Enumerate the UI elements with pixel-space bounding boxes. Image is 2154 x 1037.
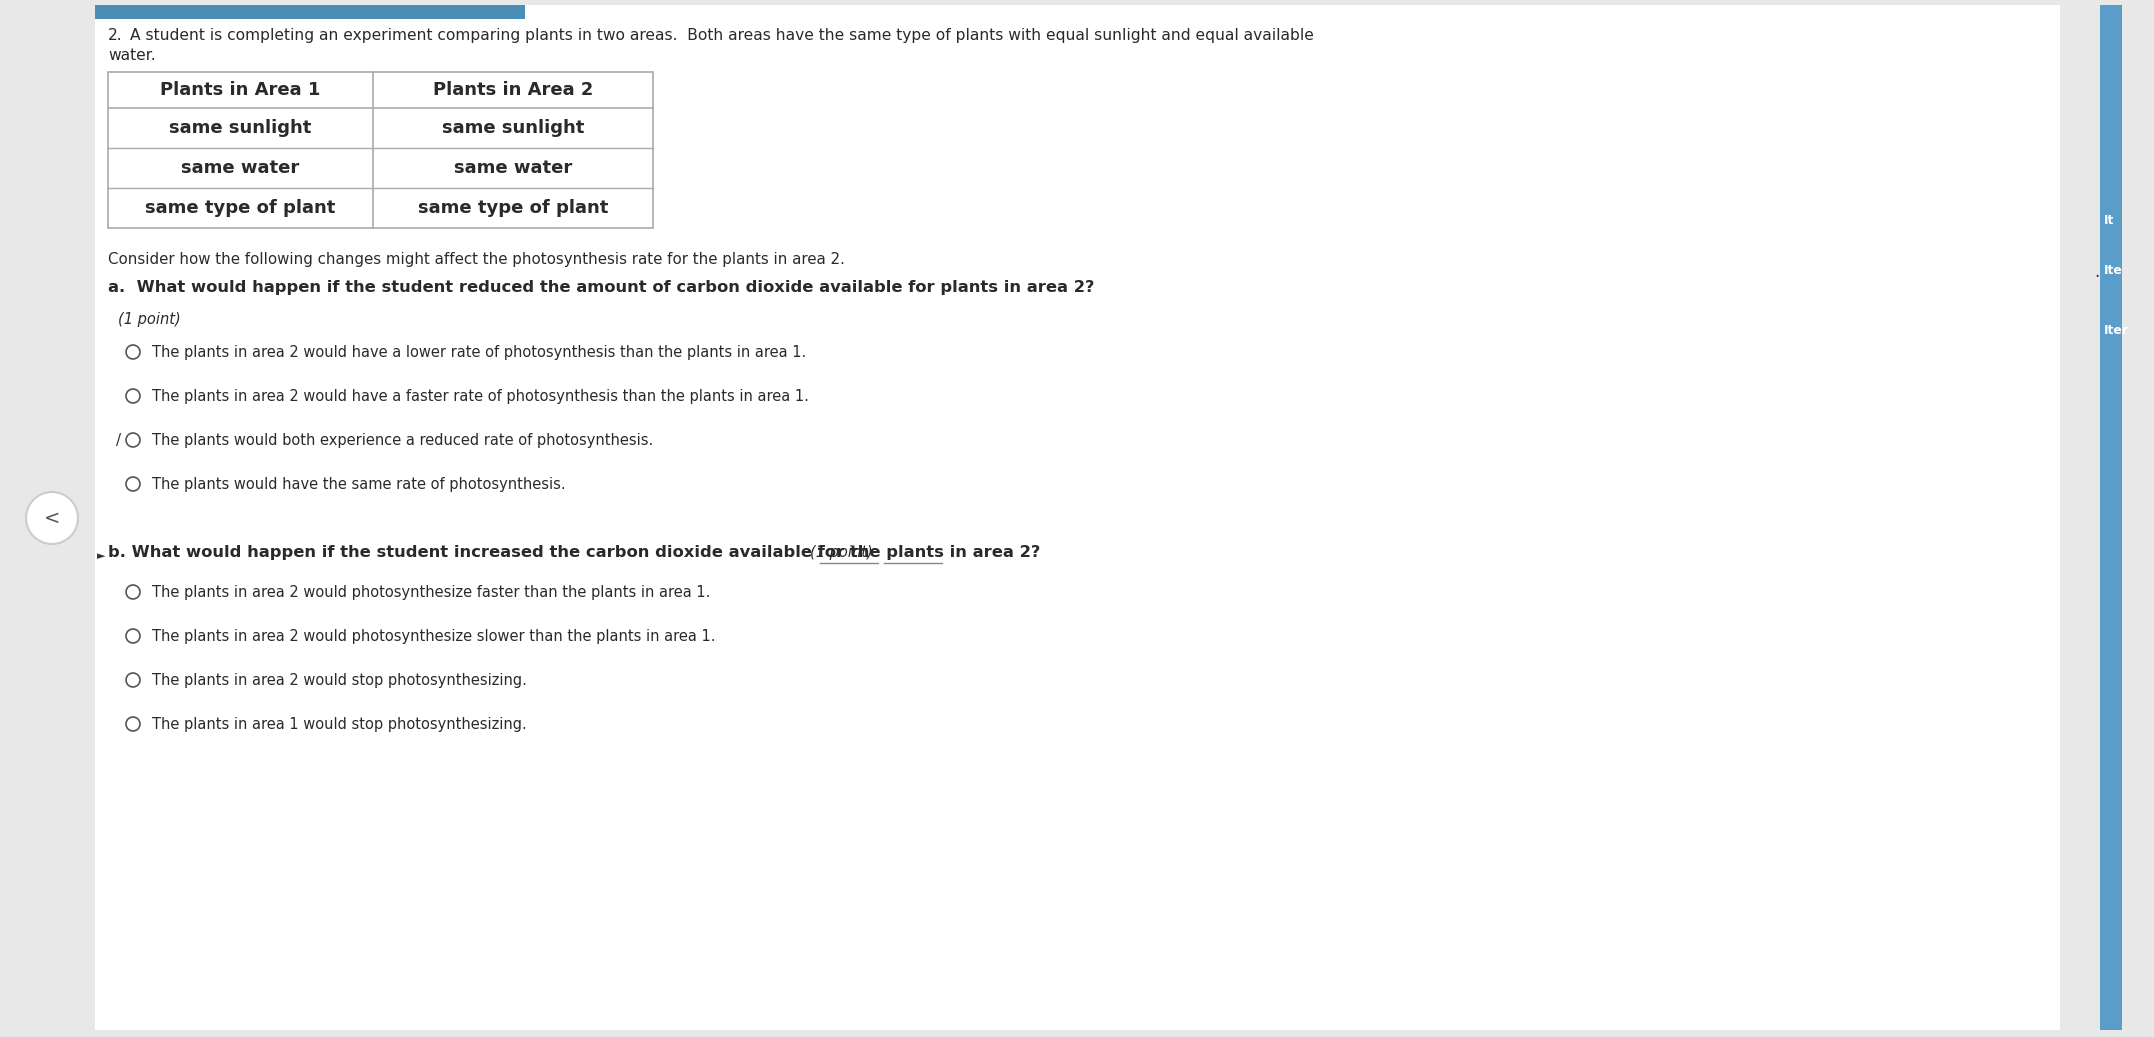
FancyBboxPatch shape	[95, 5, 526, 19]
FancyBboxPatch shape	[2100, 5, 2122, 1030]
Text: Ite: Ite	[2104, 263, 2124, 277]
Text: The plants in area 2 would photosynthesize faster than the plants in area 1.: The plants in area 2 would photosynthesi…	[153, 585, 711, 599]
Text: same type of plant: same type of plant	[144, 199, 336, 217]
Text: ►: ►	[97, 551, 106, 561]
Circle shape	[125, 477, 140, 491]
Text: /: /	[116, 432, 121, 448]
Text: same type of plant: same type of plant	[418, 199, 607, 217]
Text: same water: same water	[181, 159, 299, 177]
Text: (1 point): (1 point)	[118, 312, 181, 327]
Text: The plants would have the same rate of photosynthesis.: The plants would have the same rate of p…	[153, 476, 567, 492]
Circle shape	[125, 389, 140, 403]
Circle shape	[26, 492, 78, 544]
Text: Iter: Iter	[2104, 324, 2128, 336]
FancyBboxPatch shape	[108, 72, 653, 228]
Text: water.: water.	[108, 48, 155, 63]
Text: b. What would happen if the student increased the carbon dioxide available for t: b. What would happen if the student incr…	[108, 545, 1040, 560]
Text: Consider how the following changes might affect the photosynthesis rate for the : Consider how the following changes might…	[108, 252, 844, 267]
Text: (1 point): (1 point)	[810, 545, 872, 560]
Text: Plants in Area 1: Plants in Area 1	[159, 81, 321, 99]
Text: The plants in area 2 would have a faster rate of photosynthesis than the plants : The plants in area 2 would have a faster…	[153, 389, 810, 403]
Text: The plants would both experience a reduced rate of photosynthesis.: The plants would both experience a reduc…	[153, 432, 653, 448]
Text: It: It	[2104, 214, 2115, 226]
Circle shape	[125, 673, 140, 686]
FancyBboxPatch shape	[95, 5, 2059, 1030]
Text: same sunlight: same sunlight	[442, 119, 584, 137]
Circle shape	[125, 345, 140, 359]
Text: same sunlight: same sunlight	[170, 119, 312, 137]
Text: Plants in Area 2: Plants in Area 2	[433, 81, 592, 99]
Text: A student is completing an experiment comparing plants in two areas.  Both areas: A student is completing an experiment co…	[129, 28, 1314, 43]
Text: .: .	[2094, 263, 2100, 281]
Text: The plants in area 2 would have a lower rate of photosynthesis than the plants i: The plants in area 2 would have a lower …	[153, 344, 806, 360]
Circle shape	[125, 629, 140, 643]
Text: The plants in area 1 would stop photosynthesizing.: The plants in area 1 would stop photosyn…	[153, 717, 528, 731]
Text: The plants in area 2 would stop photosynthesizing.: The plants in area 2 would stop photosyn…	[153, 673, 528, 688]
Text: same water: same water	[454, 159, 573, 177]
Circle shape	[125, 585, 140, 599]
Text: 2.: 2.	[108, 28, 123, 43]
Text: The plants in area 2 would photosynthesize slower than the plants in area 1.: The plants in area 2 would photosynthesi…	[153, 628, 715, 644]
Text: <: <	[43, 508, 60, 528]
Text: a.  What would happen if the student reduced the amount of carbon dioxide availa: a. What would happen if the student redu…	[108, 280, 1094, 295]
Circle shape	[125, 433, 140, 447]
Circle shape	[125, 717, 140, 731]
